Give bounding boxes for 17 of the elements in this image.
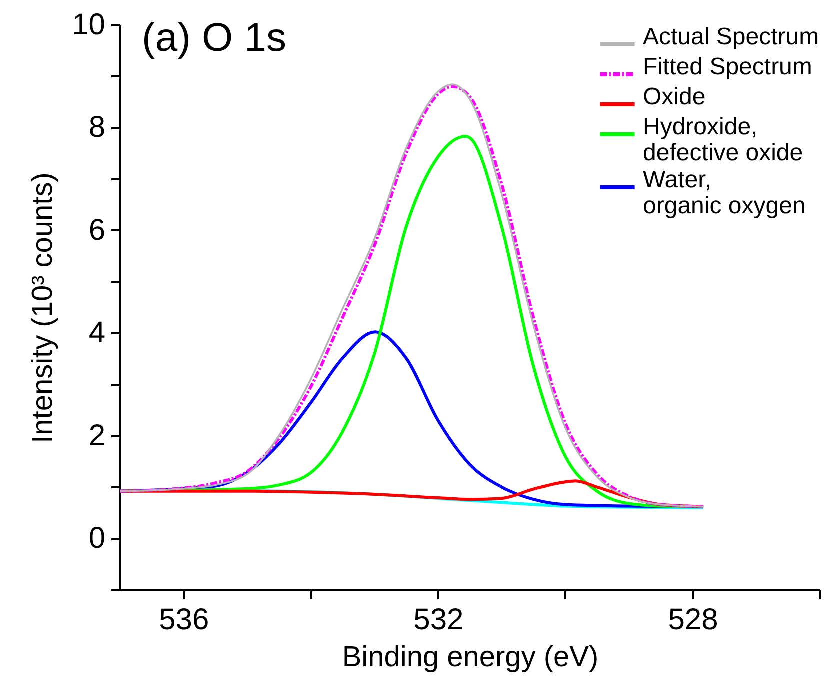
y-tick-label: 2 bbox=[88, 419, 106, 452]
x-axis-title: Binding energy (eV) bbox=[342, 642, 599, 674]
y-tick-label: 8 bbox=[88, 111, 106, 144]
x-tick-label: 532 bbox=[414, 604, 464, 636]
x-tick-label: 536 bbox=[159, 604, 210, 636]
y-tick-label: 6 bbox=[88, 214, 106, 247]
legend-label: Fitted Spectrum bbox=[643, 54, 812, 80]
legend-label: Hydroxide, defective oxide bbox=[643, 114, 804, 166]
legend-label: Water, organic oxygen bbox=[643, 166, 806, 220]
chart-title: (a) O 1s bbox=[142, 16, 286, 60]
legend-label: Oxide bbox=[643, 84, 706, 110]
x-tick-label: 528 bbox=[668, 604, 718, 636]
y-tick-label: 4 bbox=[88, 316, 106, 350]
y-axis-title: Intensity (10³ counts) bbox=[27, 172, 60, 444]
y-tick-label: 0 bbox=[88, 522, 106, 556]
y-tick-label: 10 bbox=[72, 8, 106, 42]
legend-label: Actual Spectrum bbox=[643, 24, 820, 50]
